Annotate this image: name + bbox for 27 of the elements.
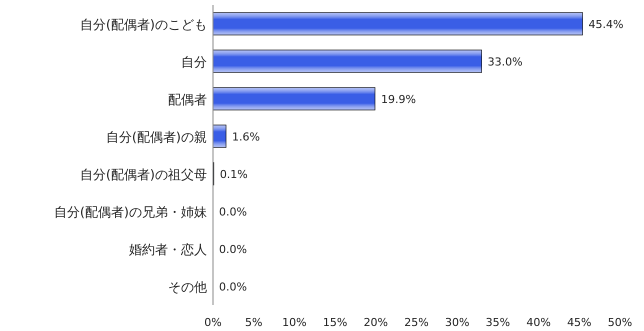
x-tick-label: 50% xyxy=(608,316,632,329)
y-tick-label: 自分(配偶者)の祖父母 xyxy=(80,168,207,183)
data-label: 0.0% xyxy=(219,280,247,294)
data-label: 45.4% xyxy=(588,18,624,31)
x-tick-label: 5% xyxy=(244,316,262,329)
y-tick-label: 配偶者 xyxy=(168,92,207,108)
data-label: 19.9% xyxy=(380,92,416,106)
data-label: 1.6% xyxy=(232,130,260,144)
x-tick-label: 0% xyxy=(204,316,222,329)
data-label: 0.0% xyxy=(219,242,247,256)
data-label: 33.0% xyxy=(488,55,523,68)
x-tick-label: 40% xyxy=(526,316,551,329)
data-label: 0.1% xyxy=(220,168,248,181)
y-tick-label: 自分(配偶者)の兄弟・姉妹 xyxy=(54,205,207,220)
y-tick-label: 自分(配偶者)の親 xyxy=(106,130,207,146)
data-label: 0.0% xyxy=(219,205,247,218)
y-tick-label: その他 xyxy=(168,280,207,296)
x-tick-label: 25% xyxy=(404,316,429,329)
x-tick-label: 20% xyxy=(364,316,388,329)
y-tick-label: 自分 xyxy=(181,55,207,70)
x-tick-label: 35% xyxy=(486,316,510,329)
x-tick-label: 15% xyxy=(322,316,348,329)
y-tick-label: 自分(配偶者)のこども xyxy=(80,18,207,33)
x-tick-label: 30% xyxy=(444,316,470,329)
y-tick-label: 婚約者・恋人 xyxy=(129,242,207,258)
x-tick-label: 10% xyxy=(282,316,307,329)
x-tick-label: 45% xyxy=(567,316,592,329)
